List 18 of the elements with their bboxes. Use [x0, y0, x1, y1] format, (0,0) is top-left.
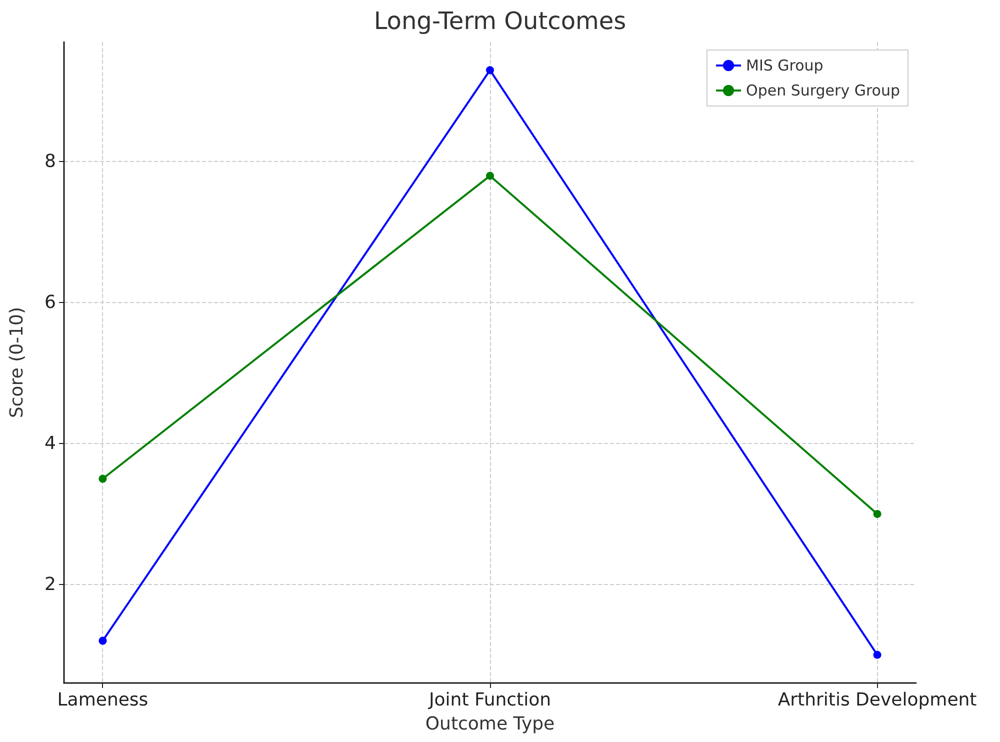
point: [486, 172, 494, 180]
point: [873, 650, 882, 659]
x-tick-label: Arthritis Development: [778, 690, 977, 710]
legend-label: Open Surgery Group: [746, 82, 900, 100]
point: [873, 510, 882, 518]
y-tick-label: 8: [44, 151, 56, 172]
y-axis-title: Score (0-10): [6, 306, 28, 418]
y-tick-label: 6: [44, 292, 56, 314]
point: [98, 474, 107, 483]
x-tick-label: Joint Function: [428, 690, 552, 710]
x-tick-label: Lameness: [57, 690, 148, 710]
y-tick-label: 4: [44, 433, 56, 454]
y-tick-label: 2: [44, 574, 56, 595]
legend-label: MIS Group: [746, 56, 824, 74]
chart-title: Long-Term Outcomes: [374, 7, 626, 35]
point: [98, 636, 107, 645]
point: [486, 66, 494, 74]
x-axis-title: Outcome Type: [425, 714, 555, 734]
